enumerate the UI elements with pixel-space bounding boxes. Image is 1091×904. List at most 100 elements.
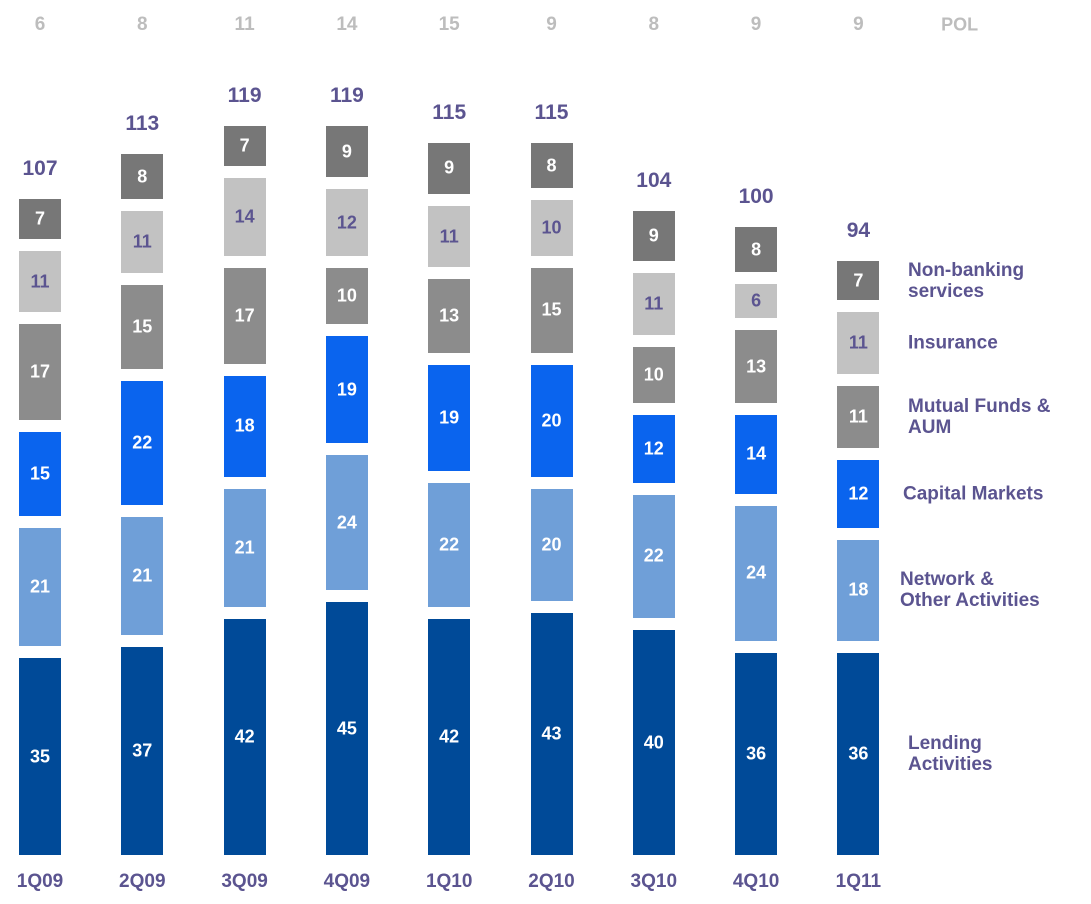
segment-label: 12	[643, 438, 664, 459]
bar-segment	[632, 494, 675, 619]
pol-label: 14	[336, 14, 358, 35]
bar-segment	[428, 618, 471, 855]
segment-label: 14	[234, 206, 255, 227]
bar-segment	[223, 375, 266, 477]
legend-label: Lending Activities	[908, 732, 993, 775]
segment-label: 9	[444, 157, 455, 178]
segment-label: 18	[848, 579, 869, 600]
bar-segment	[735, 227, 778, 273]
segment-label: 11	[848, 332, 868, 353]
bar-segment	[530, 143, 573, 189]
total-label: 104	[636, 168, 672, 192]
bar-segment	[632, 273, 675, 335]
bar-segment	[735, 415, 778, 494]
bar-segment	[223, 618, 266, 855]
bar-segment	[837, 312, 880, 375]
segment-label: 8	[546, 155, 557, 176]
segment-label: 6	[751, 290, 762, 311]
bar-segment	[325, 188, 368, 257]
bar-segment	[325, 126, 368, 177]
segment-label: 36	[746, 743, 767, 764]
segment-label: 24	[746, 562, 767, 583]
bar-segment	[325, 268, 368, 325]
pol-label: 9	[750, 14, 762, 35]
bar-segment	[632, 415, 675, 483]
legend-label: Mutual Funds & AUM	[908, 396, 1051, 439]
segment-label: 19	[336, 379, 357, 400]
segment-label: 22	[132, 432, 153, 453]
bar-segment	[428, 143, 471, 194]
bar-segment	[428, 279, 471, 353]
segment-label: 15	[132, 316, 153, 337]
segment-label: 22	[643, 545, 664, 566]
segment-label: 7	[853, 270, 864, 291]
bar-segment	[19, 431, 61, 517]
segment-label: 13	[746, 356, 767, 377]
pol-title: POL	[941, 14, 979, 35]
segment-label: 45	[336, 718, 357, 739]
segment-label: 12	[848, 483, 869, 504]
segment-label: 11	[30, 271, 50, 292]
pol-label: 15	[438, 14, 460, 35]
x-tick-label: 1Q10	[425, 871, 473, 892]
bar-segment	[325, 336, 368, 444]
x-tick-label: 2Q10	[528, 871, 575, 892]
segment-label: 37	[132, 740, 153, 761]
bar-segment	[121, 381, 164, 506]
bar-segment	[837, 539, 880, 641]
segment-label: 22	[439, 534, 460, 555]
segment-label: 11	[132, 231, 152, 252]
pol-label: 8	[648, 14, 660, 35]
x-tick-label: 4Q09	[323, 871, 371, 892]
legend-label: Capital Markets	[903, 483, 1044, 505]
bar-segment	[837, 460, 880, 528]
total-label: 113	[125, 112, 160, 136]
bar-segment	[325, 455, 368, 591]
bar-segment	[121, 285, 164, 370]
segment-label: 12	[336, 212, 357, 233]
segment-label: 15	[29, 463, 51, 484]
bar-segment	[428, 364, 471, 472]
total-label: 115	[534, 101, 569, 125]
bar-segment	[837, 652, 880, 855]
segment-label: 8	[137, 166, 148, 187]
segment-label: 8	[751, 239, 762, 260]
segment-label: 19	[439, 407, 460, 428]
segment-label: 10	[541, 217, 562, 238]
segment-label: 9	[341, 141, 352, 161]
bar-segment	[223, 177, 266, 257]
legend-label: Insurance	[908, 332, 998, 354]
pol-label: 6	[34, 14, 46, 35]
bar-segment	[530, 488, 573, 602]
segment-label: 11	[439, 226, 459, 247]
x-tick-label: 2Q09	[119, 871, 166, 892]
bar-segment	[837, 261, 880, 301]
segment-label: 7	[239, 135, 250, 156]
x-tick-label: 3Q09	[221, 871, 268, 892]
bar-segment	[530, 613, 573, 855]
bar-segment	[223, 126, 266, 166]
legend-label: Non-banking services	[908, 259, 1025, 302]
bar-segment	[223, 488, 266, 607]
segment-label: 20	[541, 410, 562, 431]
bar-segment	[735, 505, 778, 641]
bar-segment	[735, 330, 778, 404]
bar-segment	[428, 483, 471, 607]
x-tick-label: 3Q10	[630, 871, 678, 892]
bar-segment	[19, 528, 61, 647]
bar-segment	[735, 652, 778, 855]
pol-label: 8	[137, 14, 148, 35]
segment-label: 42	[234, 726, 255, 747]
segment-label: 43	[541, 723, 562, 744]
segment-label: 17	[234, 305, 255, 326]
segment-label: 11	[644, 293, 664, 314]
bar-segment	[735, 284, 778, 319]
segment-label: 18	[234, 415, 255, 436]
total-label: 100	[738, 185, 774, 209]
segment-label: 21	[234, 537, 255, 558]
x-tick-label: 4Q10	[732, 871, 780, 892]
pol-label: 11	[234, 14, 255, 35]
bar-segment	[428, 205, 471, 268]
bar-segment	[530, 268, 573, 353]
segment-label: 11	[848, 406, 868, 427]
